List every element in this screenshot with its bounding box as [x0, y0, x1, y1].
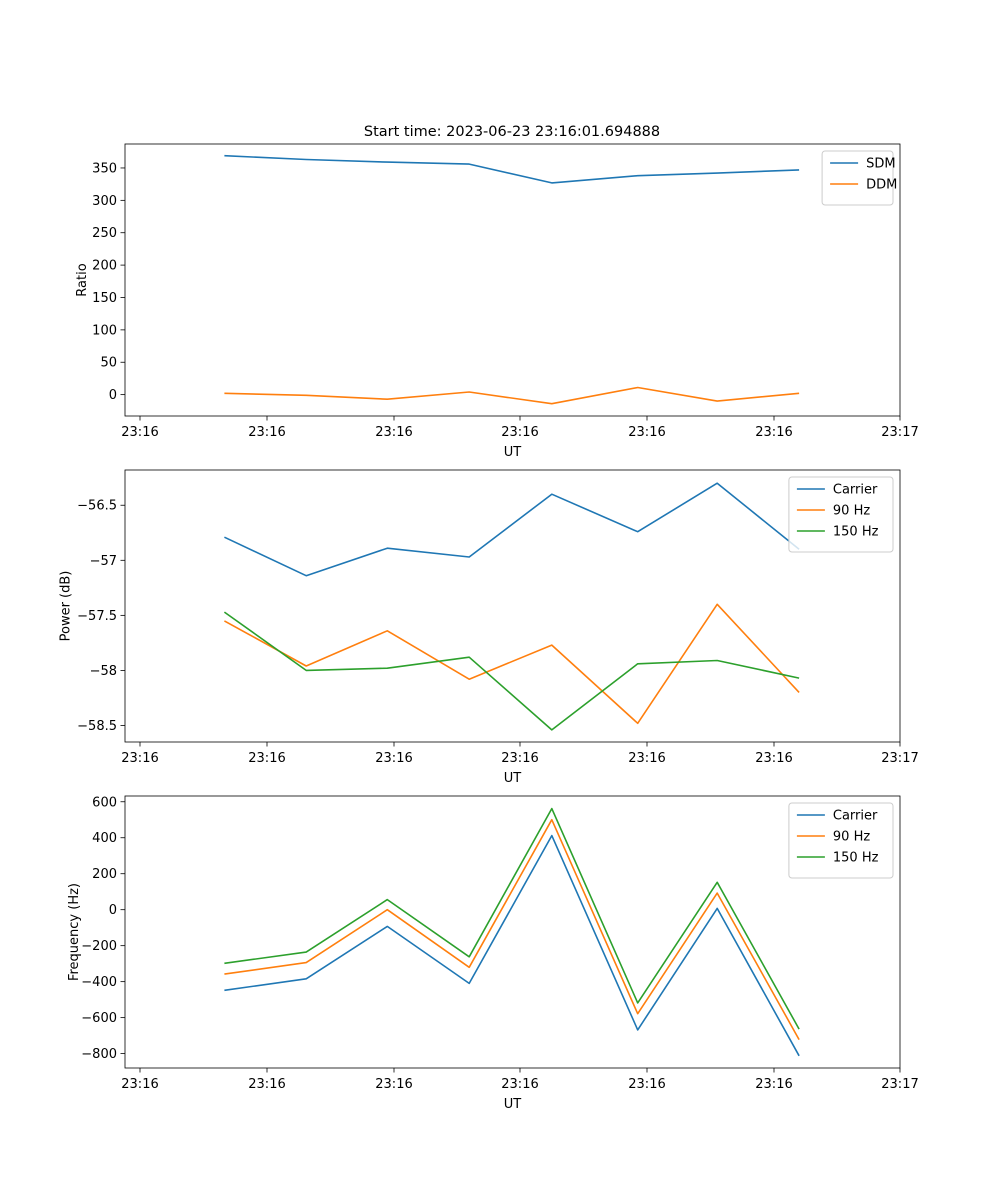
y-tick-label: −58.5	[77, 719, 117, 734]
legend: Carrier 90 Hz 150 Hz	[788, 476, 894, 553]
legend-label-carrier: Carrier	[833, 483, 878, 498]
x-tick-label: 23:16	[375, 751, 412, 766]
frequency-chart: 23:16 23:16 23:16 23:16 23:16 23:16 23:17 600 40…	[67, 795, 919, 1112]
x-tick-label: 23:16	[248, 425, 285, 440]
y-tick-label: 600	[92, 795, 117, 810]
y-tick-label: −58	[90, 664, 117, 679]
x-tick-label: 23:16	[121, 425, 158, 440]
y-axis-label: Frequency (Hz)	[67, 883, 82, 981]
y-tick-label: −56.5	[77, 499, 117, 514]
x-tick-label: 23:16	[755, 425, 792, 440]
power-chart: 23:16 23:16 23:16 23:16 23:16 23:16 23:17 −56.5…	[59, 469, 919, 786]
series-line-ddm	[224, 386, 800, 405]
axes-frame	[124, 143, 901, 417]
legend-label-sdm: SDM	[866, 157, 895, 172]
y-tick-label: 0	[109, 903, 117, 918]
legend: Carrier 90 Hz 150 Hz	[788, 802, 894, 879]
legend-label-90-hz: 90 Hz	[833, 504, 870, 519]
legend-label-carrier: Carrier	[833, 809, 878, 824]
y-tick-label: 250	[92, 226, 117, 241]
y-tick-label: 100	[92, 323, 117, 338]
series-line-90-hz	[224, 818, 800, 1040]
legend-label-ddm: DDM	[866, 178, 897, 193]
x-tick-label: 23:17	[881, 751, 918, 766]
y-tick-label: −800	[81, 1047, 117, 1062]
x-tick-label: 23:16	[375, 425, 412, 440]
ratio-chart: 23:16 23:16 23:16 23:16 23:16 23:16 23:17 0 50 10…	[75, 143, 919, 460]
x-tick-label: 23:16	[248, 1077, 285, 1092]
x-tick-label: 23:16	[501, 751, 538, 766]
y-tick-label: 50	[100, 356, 117, 371]
x-tick-label: 23:16	[501, 425, 538, 440]
x-tick-label: 23:16	[121, 751, 158, 766]
x-tick-label: 23:16	[755, 1077, 792, 1092]
legend-label-150-hz: 150 Hz	[833, 525, 879, 540]
y-axis-label: Ratio	[75, 263, 90, 296]
y-tick-label: −600	[81, 1011, 117, 1026]
x-tick-label: 23:17	[881, 425, 918, 440]
x-axis-label: UT	[504, 1097, 522, 1112]
figure-title: Start time: 2023-06-23 23:16:01.694888	[364, 124, 660, 140]
axes-frame	[124, 469, 901, 743]
legend-label-90-hz: 90 Hz	[833, 830, 870, 845]
y-tick-label: −57.5	[77, 609, 117, 624]
legend-frame	[788, 476, 894, 553]
y-tick-label: 0	[109, 388, 117, 403]
x-tick-label: 23:16	[121, 1077, 158, 1092]
legend: SDM DDM	[821, 150, 897, 206]
y-tick-label: 200	[92, 259, 117, 274]
x-tick-label: 23:16	[755, 751, 792, 766]
axes-frame	[124, 795, 901, 1069]
series-line-90-hz	[224, 603, 800, 725]
x-tick-label: 23:16	[628, 425, 665, 440]
y-tick-label: 300	[92, 194, 117, 209]
series-line-carrier	[224, 834, 800, 1057]
y-tick-label: −57	[90, 554, 117, 569]
series-line-carrier	[224, 482, 800, 577]
x-tick-label: 23:16	[628, 1077, 665, 1092]
y-tick-label: 400	[92, 831, 117, 846]
x-tick-label: 23:17	[881, 1077, 918, 1092]
x-tick-label: 23:16	[628, 751, 665, 766]
series-line-150-hz	[223, 611, 800, 731]
y-tick-label: −400	[81, 975, 117, 990]
x-axis-label: UT	[504, 771, 522, 786]
legend-frame	[821, 150, 894, 206]
series-line-sdm	[224, 154, 800, 184]
y-axis-label: Power (dB)	[59, 571, 74, 642]
y-tick-label: −200	[81, 939, 117, 954]
y-tick-label: 200	[92, 867, 117, 882]
y-tick-label: 350	[92, 161, 117, 176]
y-tick-label: 150	[92, 291, 117, 306]
legend-label-150-hz: 150 Hz	[833, 851, 879, 866]
x-tick-label: 23:16	[248, 751, 285, 766]
series-line-150-hz	[224, 807, 800, 1030]
x-tick-label: 23:16	[375, 1077, 412, 1092]
legend-frame	[788, 802, 894, 879]
x-tick-label: 23:16	[501, 1077, 538, 1092]
x-axis-label: UT	[504, 445, 522, 460]
